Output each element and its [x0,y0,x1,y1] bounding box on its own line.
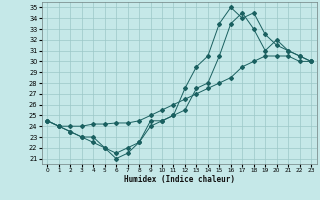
X-axis label: Humidex (Indice chaleur): Humidex (Indice chaleur) [124,175,235,184]
